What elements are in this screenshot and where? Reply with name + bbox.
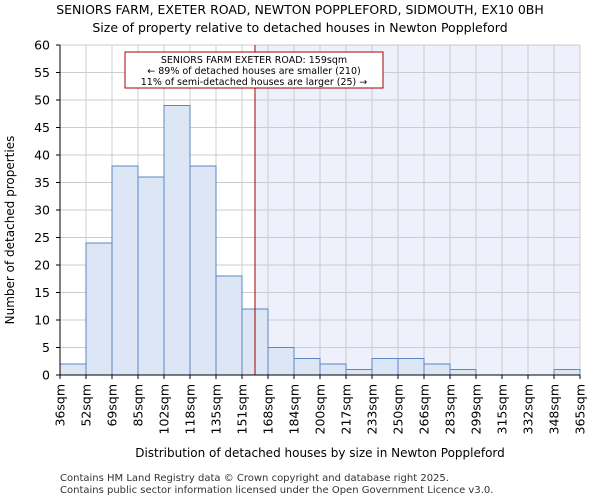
x-tick-label: 52sqm <box>79 384 94 427</box>
y-tick-label: 5 <box>42 340 50 355</box>
x-tick-label: 266sqm <box>417 384 432 434</box>
y-tick-label: 10 <box>34 313 50 328</box>
x-tick-label: 85sqm <box>131 384 146 427</box>
bar <box>293 358 321 376</box>
annotation-line: 11% of semi-detached houses are larger (… <box>141 77 368 88</box>
bar <box>267 347 295 376</box>
bar <box>85 242 113 376</box>
footer-copyright: Contains HM Land Registry data © Crown c… <box>60 473 449 484</box>
y-tick-label: 55 <box>34 65 50 80</box>
bar <box>137 176 165 376</box>
bar <box>111 165 139 376</box>
bar <box>449 369 477 376</box>
y-tick-label: 15 <box>34 285 50 300</box>
y-tick-label: 40 <box>34 148 50 163</box>
bar <box>59 363 87 376</box>
x-tick-label: 233sqm <box>365 384 380 434</box>
x-tick-label: 118sqm <box>183 384 198 434</box>
x-tick-label: 36sqm <box>53 384 68 427</box>
x-tick-label: 250sqm <box>391 384 406 434</box>
x-tick-label: 102sqm <box>157 384 172 434</box>
y-tick-label: 25 <box>34 230 50 245</box>
x-axis-label: Distribution of detached houses by size … <box>135 446 505 460</box>
x-tick-label: 283sqm <box>443 384 458 434</box>
annotation-line: ← 89% of detached houses are smaller (21… <box>147 66 360 77</box>
x-tick-label: 184sqm <box>287 384 302 434</box>
x-tick-label: 135sqm <box>209 384 224 434</box>
y-tick-label: 50 <box>34 93 50 108</box>
x-tick-label: 200sqm <box>313 384 328 434</box>
x-tick-label: 315sqm <box>495 384 510 434</box>
bar <box>371 358 399 376</box>
y-tick-label: 0 <box>42 368 50 383</box>
bar <box>345 369 373 376</box>
bar <box>553 369 581 376</box>
x-tick-label: 299sqm <box>469 384 484 434</box>
x-tick-label: 332sqm <box>521 384 536 434</box>
y-tick-label: 45 <box>34 120 50 135</box>
y-tick-label: 60 <box>34 38 50 53</box>
y-axis-label: Number of detached properties <box>3 136 17 325</box>
x-tick-label: 217sqm <box>339 384 354 434</box>
annotation-box <box>124 51 384 89</box>
bar <box>163 105 191 376</box>
footer-licence: Contains public sector information licen… <box>60 485 494 496</box>
chart-title: SENIORS FARM, EXETER ROAD, NEWTON POPPLE… <box>56 2 544 17</box>
bar <box>215 275 243 376</box>
y-tick-label: 30 <box>34 203 50 218</box>
x-tick-label: 69sqm <box>105 384 120 427</box>
chart-subtitle: Size of property relative to detached ho… <box>92 20 508 35</box>
bar <box>397 358 425 376</box>
x-tick-label: 168sqm <box>261 384 276 434</box>
x-tick-label: 365sqm <box>573 384 588 434</box>
x-tick-label: 151sqm <box>235 384 250 434</box>
annotation-line: SENIORS FARM EXETER ROAD: 159sqm <box>161 55 347 66</box>
bar <box>319 363 347 376</box>
bar <box>189 165 217 376</box>
bar <box>423 363 451 376</box>
y-tick-label: 35 <box>34 175 50 190</box>
x-tick-label: 348sqm <box>547 384 562 434</box>
y-tick-label: 20 <box>34 258 50 273</box>
